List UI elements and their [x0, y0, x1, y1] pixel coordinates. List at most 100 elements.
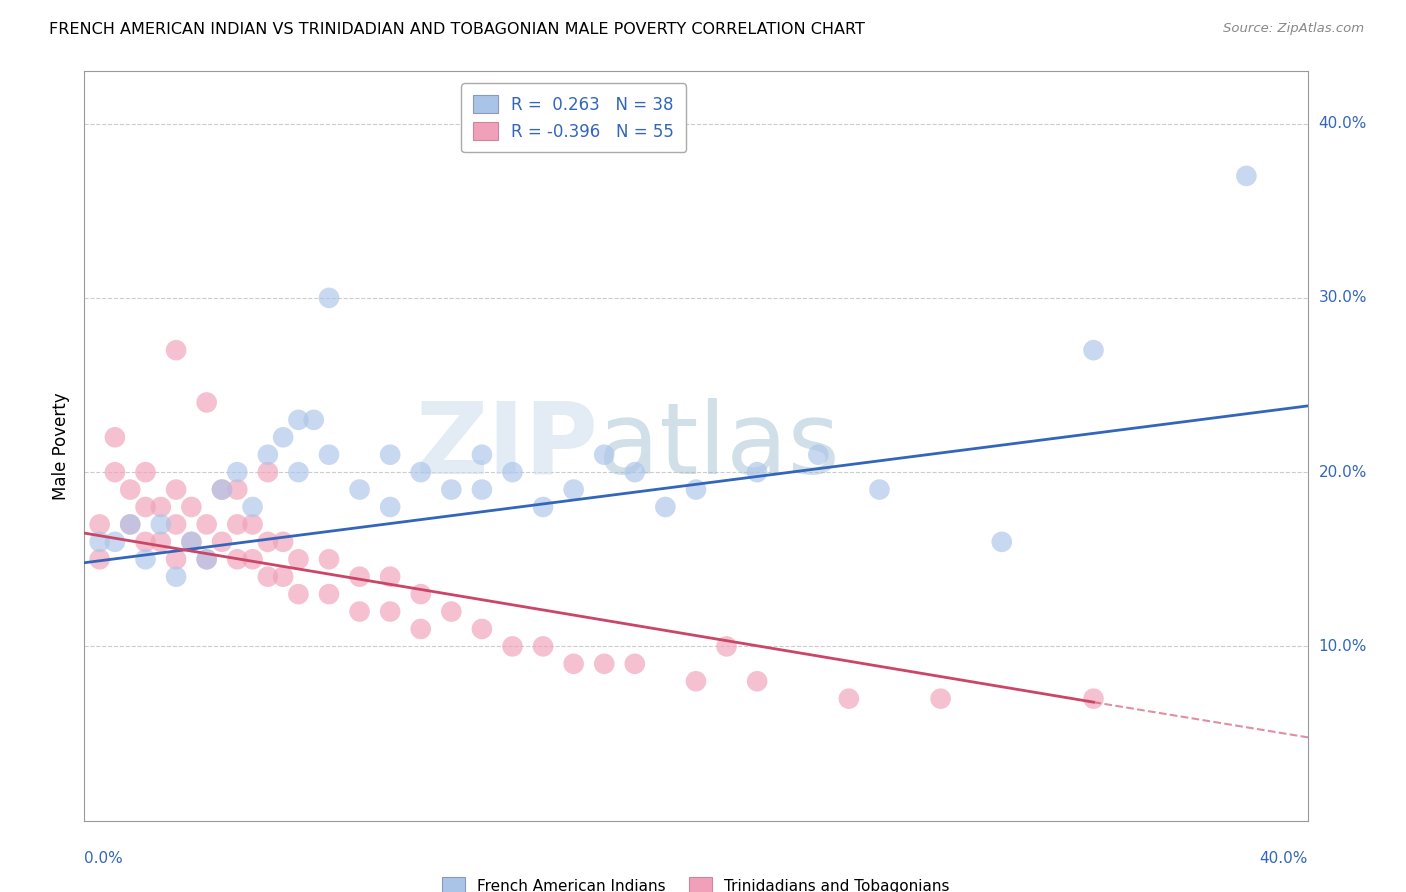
Point — [716, 640, 738, 654]
Point — [287, 552, 309, 566]
Point — [380, 500, 402, 514]
Point — [165, 570, 187, 584]
Point — [302, 413, 325, 427]
Point — [226, 552, 249, 566]
Point — [471, 483, 494, 497]
Point — [195, 517, 218, 532]
Y-axis label: Male Poverty: Male Poverty — [52, 392, 70, 500]
Point — [89, 517, 111, 532]
Text: 20.0%: 20.0% — [1319, 465, 1367, 480]
Point — [165, 517, 187, 532]
Point — [89, 552, 111, 566]
Point — [624, 465, 647, 479]
Point — [104, 465, 127, 479]
Text: 10.0%: 10.0% — [1319, 639, 1367, 654]
Point — [287, 413, 309, 427]
Point — [929, 691, 952, 706]
Point — [807, 448, 830, 462]
Point — [165, 552, 187, 566]
Point — [318, 291, 340, 305]
Point — [89, 534, 111, 549]
Point — [747, 465, 769, 479]
Point — [471, 622, 494, 636]
Point — [409, 622, 432, 636]
Text: FRENCH AMERICAN INDIAN VS TRINIDADIAN AND TOBAGONIAN MALE POVERTY CORRELATION CH: FRENCH AMERICAN INDIAN VS TRINIDADIAN AN… — [49, 22, 865, 37]
Point — [195, 395, 218, 409]
Text: 0.0%: 0.0% — [84, 851, 124, 866]
Point — [180, 534, 202, 549]
Point — [380, 448, 402, 462]
Point — [226, 465, 249, 479]
Point — [195, 552, 218, 566]
Point — [104, 430, 127, 444]
Point — [593, 657, 616, 671]
Point — [287, 587, 309, 601]
Point — [409, 465, 432, 479]
Point — [271, 534, 294, 549]
Point — [502, 640, 524, 654]
Point — [747, 674, 769, 689]
Point — [149, 517, 172, 532]
Point — [195, 552, 218, 566]
Text: 30.0%: 30.0% — [1319, 291, 1367, 305]
Point — [287, 465, 309, 479]
Point — [349, 605, 371, 619]
Point — [165, 483, 187, 497]
Point — [165, 343, 187, 358]
Point — [271, 570, 294, 584]
Point — [440, 483, 463, 497]
Point — [211, 534, 233, 549]
Point — [349, 483, 371, 497]
Text: atlas: atlas — [598, 398, 839, 494]
Point — [211, 483, 233, 497]
Point — [624, 657, 647, 671]
Point — [271, 430, 294, 444]
Point — [685, 674, 707, 689]
Point — [226, 517, 249, 532]
Point — [242, 500, 264, 514]
Point — [1083, 343, 1105, 358]
Point — [226, 483, 249, 497]
Point — [135, 465, 157, 479]
Point — [380, 605, 402, 619]
Point — [180, 500, 202, 514]
Point — [531, 640, 554, 654]
Point — [869, 483, 891, 497]
Point — [257, 465, 280, 479]
Point — [257, 570, 280, 584]
Point — [211, 483, 233, 497]
Point — [562, 657, 585, 671]
Point — [654, 500, 676, 514]
Point — [502, 465, 524, 479]
Point — [1083, 691, 1105, 706]
Point — [1236, 169, 1258, 183]
Text: 40.0%: 40.0% — [1319, 116, 1367, 131]
Point — [135, 552, 157, 566]
Point — [242, 517, 264, 532]
Point — [149, 534, 172, 549]
Point — [593, 448, 616, 462]
Point — [531, 500, 554, 514]
Point — [180, 534, 202, 549]
Point — [257, 534, 280, 549]
Text: Source: ZipAtlas.com: Source: ZipAtlas.com — [1223, 22, 1364, 36]
Point — [318, 448, 340, 462]
Point — [242, 552, 264, 566]
Point — [149, 500, 172, 514]
Point — [120, 483, 142, 497]
Point — [120, 517, 142, 532]
Point — [440, 605, 463, 619]
Point — [409, 587, 432, 601]
Point — [685, 483, 707, 497]
Point — [380, 570, 402, 584]
Point — [135, 500, 157, 514]
Text: ZIP: ZIP — [415, 398, 598, 494]
Point — [104, 534, 127, 549]
Point — [838, 691, 860, 706]
Point — [562, 483, 585, 497]
Legend: French American Indians, Trinidadians and Tobagonians: French American Indians, Trinidadians an… — [434, 870, 957, 892]
Point — [120, 517, 142, 532]
Point — [349, 570, 371, 584]
Point — [257, 448, 280, 462]
Point — [318, 587, 340, 601]
